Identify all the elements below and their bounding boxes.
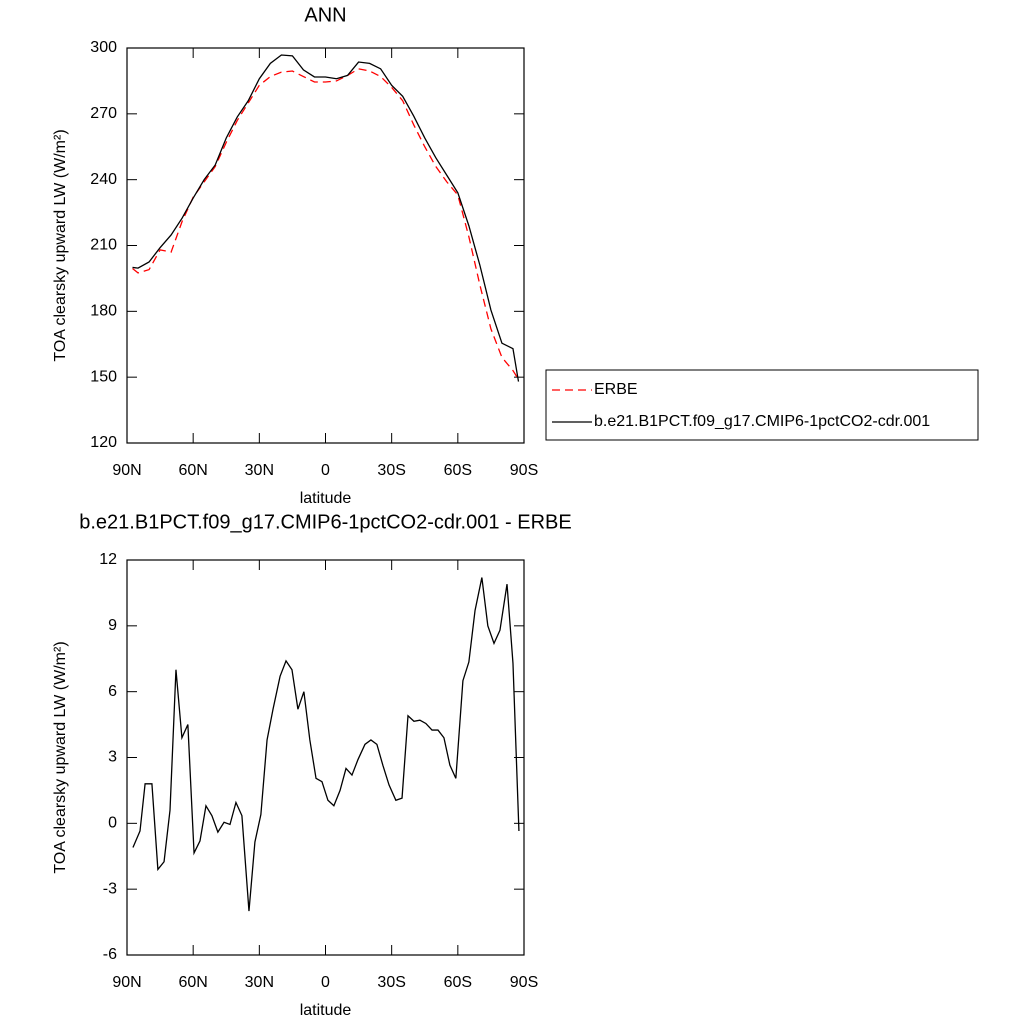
- x-axis-label: latitude: [300, 490, 352, 507]
- y-tick-label: 3: [108, 749, 117, 766]
- plot-frame: [126, 559, 525, 956]
- y-axis-label: TOA clearsky upward LW (W/m²): [52, 129, 69, 361]
- x-tick-label: 0: [321, 974, 330, 991]
- x-tick-label: 0: [321, 462, 330, 479]
- legend-box: [545, 369, 979, 441]
- y-tick-label: -6: [103, 946, 117, 963]
- y-tick-label: 6: [108, 683, 117, 700]
- y-tick-label: 9: [108, 617, 117, 634]
- x-tick-label: 90S: [510, 462, 538, 479]
- x-tick-label: 60S: [444, 462, 472, 479]
- chart-title: b.e21.B1PCT.f09_g17.CMIP6-1pctCO2-cdr.00…: [79, 511, 571, 533]
- y-tick-label: 270: [90, 105, 117, 122]
- data-line: [132, 68, 520, 380]
- x-tick-label: 90N: [112, 974, 141, 991]
- x-tick-label: 30N: [245, 974, 274, 991]
- y-axis-label: TOA clearsky upward LW (W/m²): [52, 641, 69, 873]
- x-axis-label: latitude: [300, 1002, 352, 1019]
- y-tick-label: -3: [103, 880, 117, 897]
- plot-frame: [126, 47, 525, 444]
- y-tick-label: 120: [90, 434, 117, 451]
- y-tick-label: 180: [90, 303, 117, 320]
- x-tick-label: 30S: [377, 974, 405, 991]
- x-tick-label: 90N: [112, 462, 141, 479]
- legend-label: ERBE: [594, 381, 638, 398]
- y-tick-label: 0: [108, 815, 117, 832]
- data-line: [132, 54, 520, 382]
- x-tick-label: 30N: [245, 462, 274, 479]
- y-tick-label: 150: [90, 368, 117, 385]
- x-tick-label: 60N: [178, 974, 207, 991]
- y-tick-label: 240: [90, 171, 117, 188]
- x-tick-label: 60S: [444, 974, 472, 991]
- x-tick-label: 90S: [510, 974, 538, 991]
- data-line: [132, 577, 520, 912]
- y-tick-label: 300: [90, 39, 117, 56]
- chart-title: ANN: [304, 4, 346, 26]
- y-tick-label: 210: [90, 237, 117, 254]
- legend-label: b.e21.B1PCT.f09_g17.CMIP6-1pctCO2-cdr.00…: [594, 413, 930, 430]
- x-tick-label: 60N: [178, 462, 207, 479]
- y-tick-label: 12: [99, 551, 117, 568]
- x-tick-label: 30S: [377, 462, 405, 479]
